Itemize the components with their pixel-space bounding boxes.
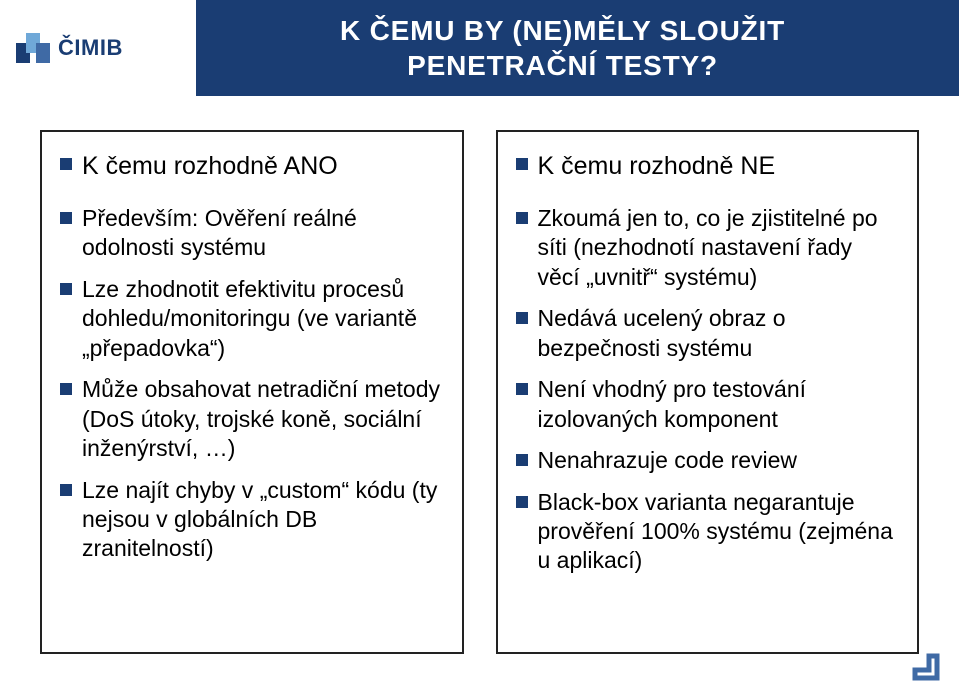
- list-item: Black-box varianta negarantuje prověření…: [512, 488, 900, 576]
- left-heading: K čemu rozhodně ANO: [56, 150, 444, 182]
- title-line-1: K ČEMU BY (NE)MĚLY SLOUŽIT: [340, 13, 785, 48]
- logo-text: ČIMIB: [58, 35, 123, 61]
- list-item: Může obsahovat netradiční metody (DoS út…: [56, 375, 444, 463]
- left-column: K čemu rozhodně ANO Především: Ověření r…: [40, 130, 464, 654]
- list-item: Nedává ucelený obraz o bezpečnosti systé…: [512, 304, 900, 363]
- list-item: Nenahrazuje code review: [512, 446, 900, 475]
- list-item: Především: Ověření reálné odolnosti syst…: [56, 204, 444, 263]
- left-list: Především: Ověření reálné odolnosti syst…: [56, 204, 444, 564]
- right-column: K čemu rozhodně NE Zkoumá jen to, co je …: [496, 130, 920, 654]
- list-item: Zkoumá jen to, co je zjistitelné po síti…: [512, 204, 900, 292]
- logo: ČIMIB: [0, 9, 196, 87]
- right-sublist-wrapper: Zkoumá jen to, co je zjistitelné po síti…: [512, 204, 900, 576]
- left-sublist-wrapper: Především: Ověření reálné odolnosti syst…: [56, 204, 444, 564]
- logo-mark-icon: [16, 33, 50, 63]
- list-item: Není vhodný pro testování izolovaných ko…: [512, 375, 900, 434]
- corner-mark-icon: [911, 650, 947, 686]
- title-line-2: PENETRAČNÍ TESTY?: [407, 48, 718, 83]
- header: ČIMIB: [0, 0, 196, 96]
- right-list: Zkoumá jen to, co je zjistitelné po síti…: [512, 204, 900, 576]
- list-item: Lze zhodnotit efektivitu procesů dohledu…: [56, 275, 444, 363]
- list-item: Lze najít chyby v „custom“ kódu (ty nejs…: [56, 476, 444, 564]
- right-heading: K čemu rozhodně NE: [512, 150, 900, 182]
- content: K čemu rozhodně ANO Především: Ověření r…: [40, 130, 919, 654]
- title-bar: K ČEMU BY (NE)MĚLY SLOUŽIT PENETRAČNÍ TE…: [196, 0, 959, 96]
